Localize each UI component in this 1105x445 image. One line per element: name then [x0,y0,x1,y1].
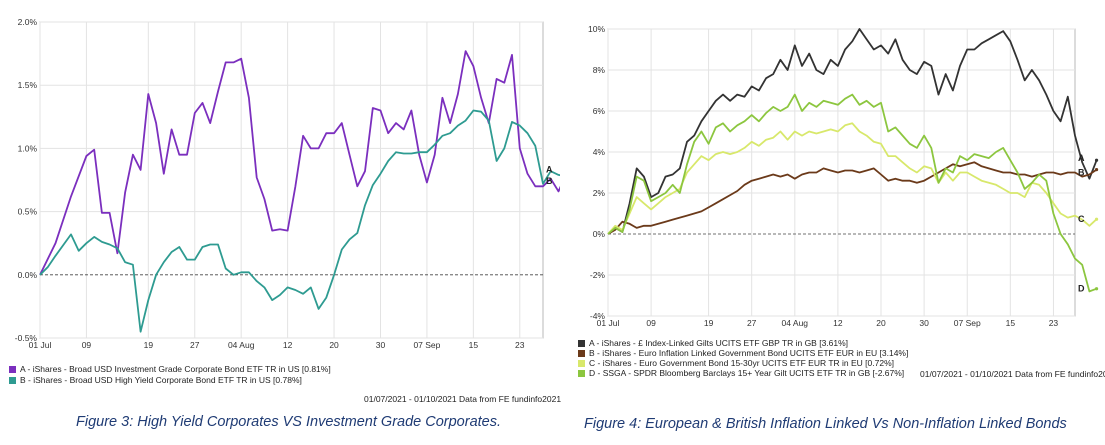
series-end-point-b [1094,168,1099,172]
series-line-b [607,161,1098,235]
figure-caption: Figure 3: High Yield Corporates VS Inves… [76,414,502,430]
source-note: 01/07/2021 - 01/10/2021 Data from FE fun… [920,369,1105,379]
legend-swatch-c [578,359,585,367]
x-tick-label: 20 [329,340,339,350]
legend-label-a: A - iShares - £ Index-Linked Gilts UCITS… [589,338,849,348]
y-tick-label: -4% [590,311,606,321]
legend-label-b: B - iShares - Euro Inflation Linked Gove… [589,348,909,358]
x-tick-label: 01 Jul [597,318,620,328]
y-tick-label: 10% [588,24,605,34]
source-note: 01/07/2021 - 01/10/2021 Data from FE fun… [364,394,562,404]
series-end-label-a: A [1078,153,1085,163]
x-tick-label: 27 [190,340,200,350]
series-end-point-d [1094,287,1099,291]
x-tick-label: 15 [469,340,479,350]
legend-swatch-a [578,339,585,347]
chart-panel-left: 2.0% 1.5% 1.0% 0.5% 0.0% -0.5% 01 Jul 09 19 27 04 … [9,17,562,430]
y-tick-label: 8% [593,65,606,75]
series-end-label-b: B [1078,168,1085,178]
x-tick-label: 12 [283,340,293,350]
series-line-a [39,50,560,276]
x-tick-label: 30 [376,340,386,350]
y-tick-label: 6% [593,106,606,116]
y-tick-label: 1.0% [18,143,38,153]
series-line-c [607,122,1098,235]
series-end-label-b: B [546,176,553,186]
x-tick-label: 15 [1006,318,1016,328]
x-tick-label: 07 Sep [954,318,981,328]
legend-item-c: C - iShares - Euro Government Bond 15-30… [578,358,894,368]
x-tick-label: 19 [704,318,714,328]
x-tick-label: 27 [747,318,757,328]
x-tick-label: 30 [919,318,929,328]
y-tick-label: 0.5% [18,207,38,217]
y-tick-label: 0.0% [18,270,38,280]
x-tick-label: 19 [144,340,154,350]
x-tick-label: 23 [515,340,525,350]
legend-swatch-a [9,365,16,373]
y-tick-label: 2% [593,188,606,198]
legend-swatch-b [578,349,585,357]
legend-label-d: D - SSGA - SPDR Bloomberg Barclays 15+ Y… [589,368,905,378]
series-end-label-a: A [546,165,553,175]
x-tick-label: 09 [82,340,92,350]
plot-area [39,21,544,339]
y-tick-label: 0% [593,229,606,239]
legend-item-b: B - iShares - Euro Inflation Linked Gove… [578,348,908,358]
x-tick-label: 04 Aug [782,318,809,328]
legend-item-d: D - SSGA - SPDR Bloomberg Barclays 15+ Y… [578,368,904,378]
x-tick-label: 07 Sep [413,340,440,350]
legend-item-a: A - iShares - Broad USD Investment Grade… [9,364,331,374]
legend-label-b: B - iShares - Broad USD High Yield Corpo… [20,375,302,385]
legend-swatch-d [578,369,585,377]
x-tick-label: 04 Aug [228,340,255,350]
series-line-a [607,28,1098,235]
legend-swatch-b [9,376,16,384]
y-tick-label: -2% [590,270,606,280]
x-tick-label: 01 Jul [29,340,52,350]
y-tick-label: -0.5% [15,333,38,343]
series-line-b [39,109,560,333]
series-end-label-d: D [1078,284,1085,294]
x-tick-label: 09 [646,318,656,328]
y-tick-label: 1.5% [18,80,38,90]
series-end-point-a [1094,158,1099,162]
legend-item-b: B - iShares - Broad USD High Yield Corpo… [9,375,302,385]
series-end-point-c [1094,217,1099,221]
chart-left: 2.0% 1.5% 1.0% 0.5% 0.0% -0.5%01 Jul 09 19 27 04 … [15,17,560,350]
x-tick-label: 12 [833,318,843,328]
series-line-d [607,93,1097,293]
legend-label-a: A - iShares - Broad USD Investment Grade… [20,364,331,374]
legend-item-a: A - iShares - £ Index-Linked Gilts UCITS… [578,338,848,348]
y-tick-label: 4% [593,147,606,157]
y-tick-label: 2.0% [18,17,38,27]
chart-panel-right: 10% 8% 6% 4% 2% 0% -2% -4% 01 Jul 09 19 27 04 Aug 12 2… [560,0,1105,445]
legend-label-c: C - iShares - Euro Government Bond 15-30… [589,358,895,368]
figure-caption: Figure 4: European & British Inflation L… [584,416,1067,432]
x-tick-label: 23 [1049,318,1059,328]
chart-right: 10% 8% 6% 4% 2% 0% -2% -4%01 Jul 09 19 27 04 Aug 12 2… [588,24,1099,328]
series-end-label-c: C [1078,214,1085,224]
x-tick-label: 20 [876,318,886,328]
